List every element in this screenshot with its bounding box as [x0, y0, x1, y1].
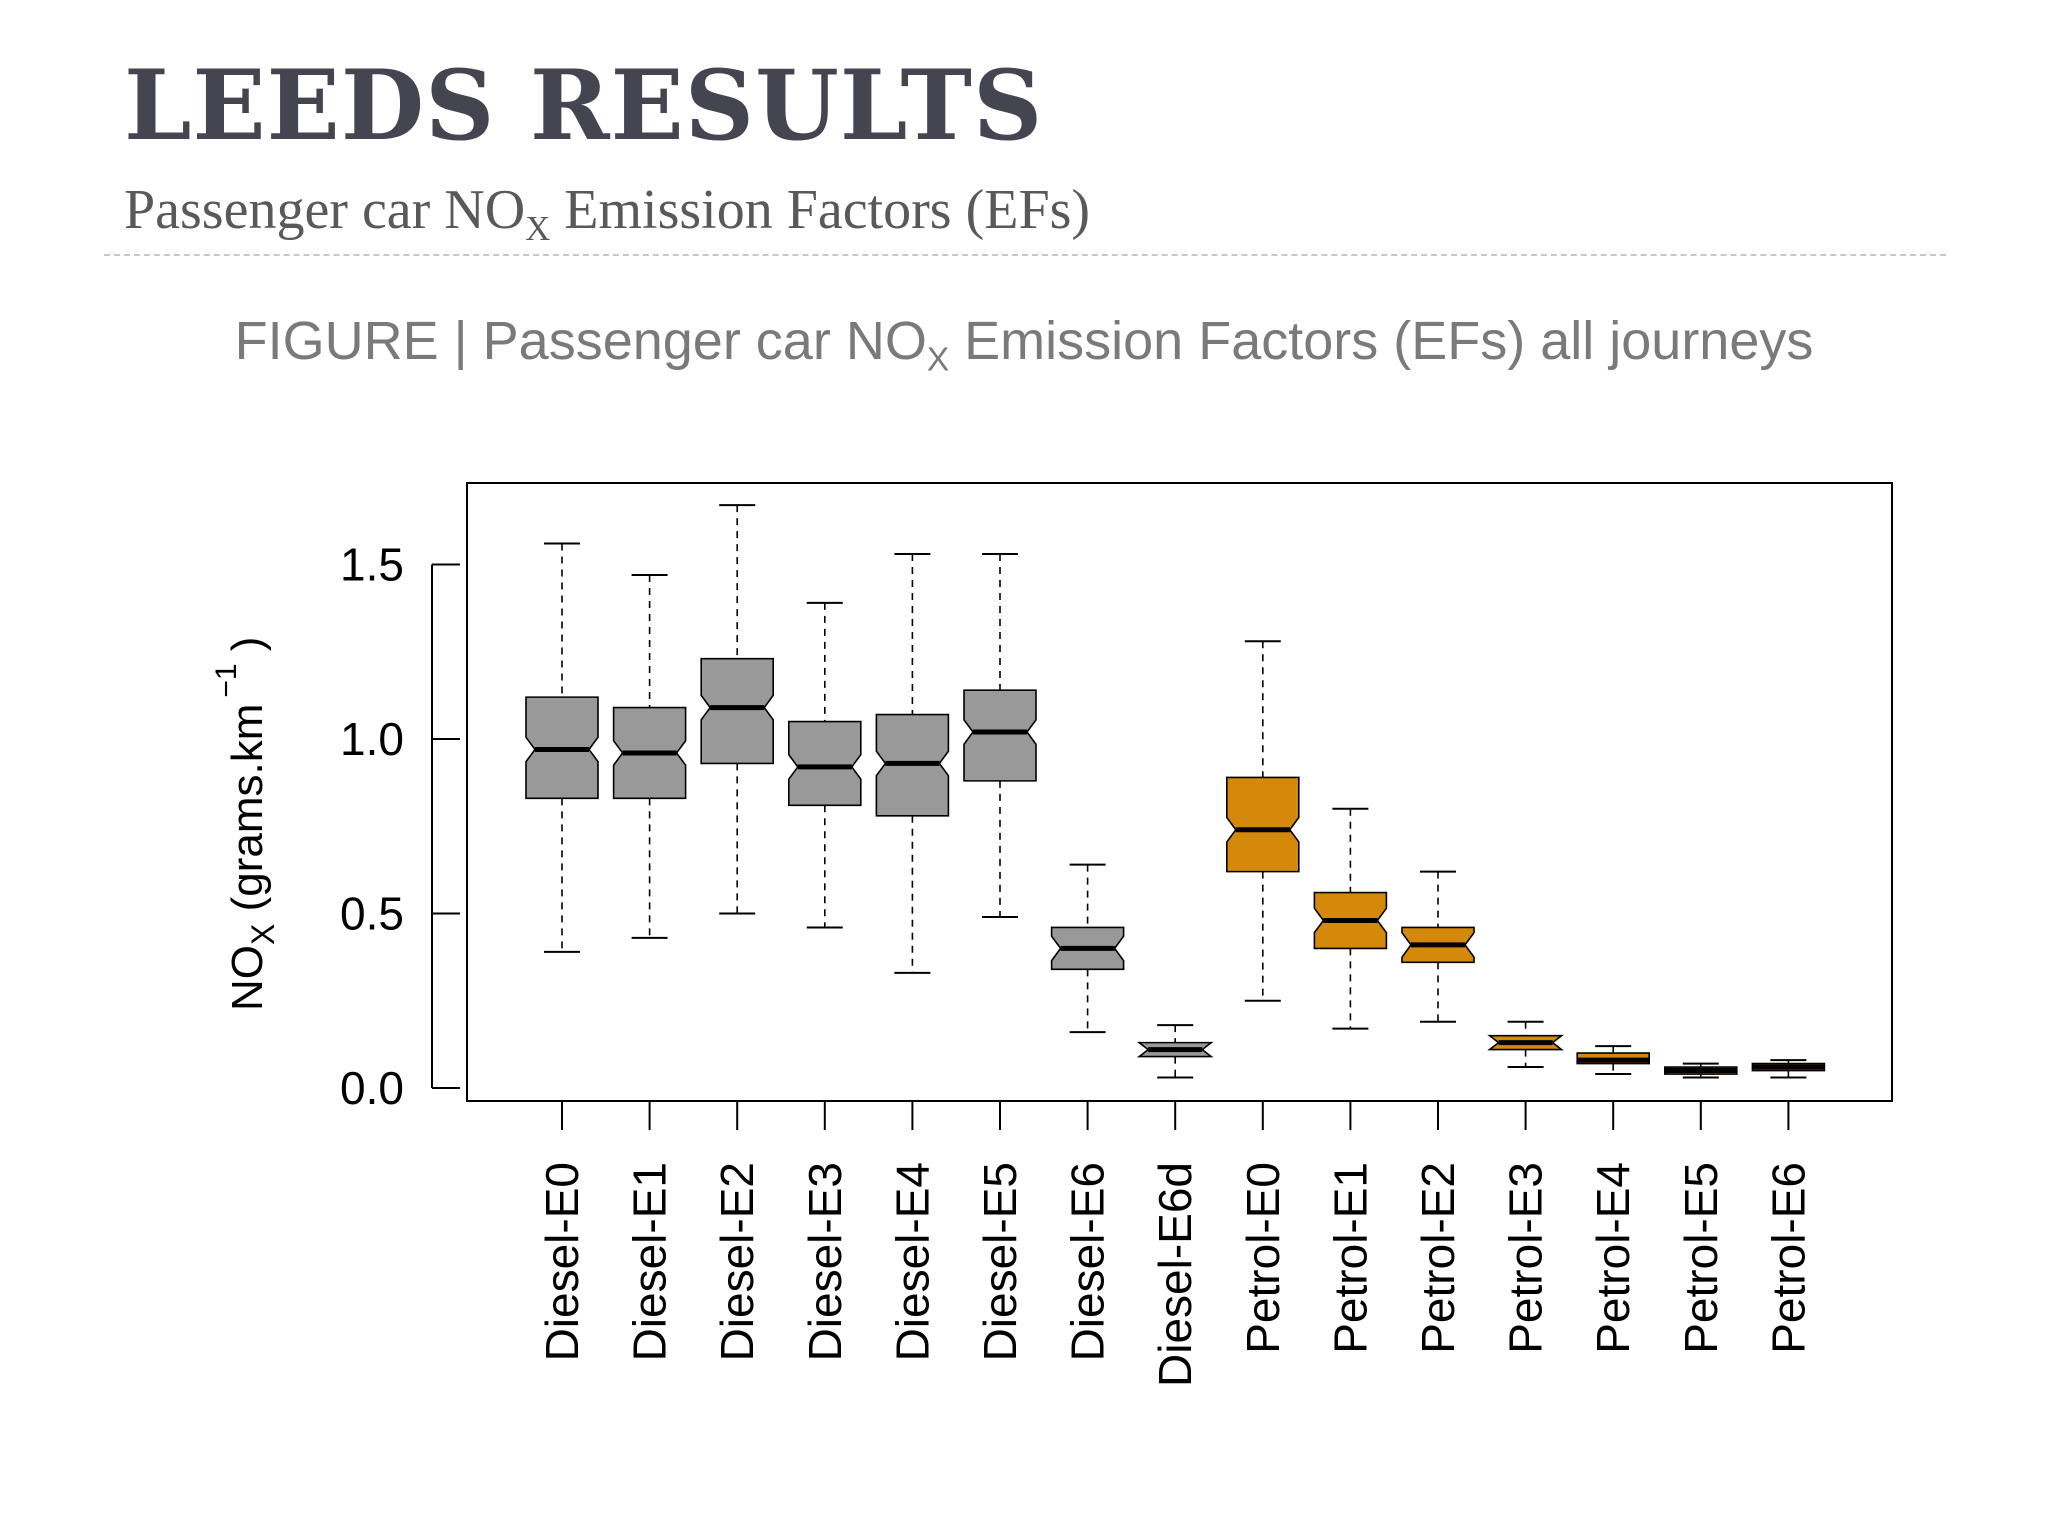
x-tick-label: Petrol-E3: [1500, 1162, 1552, 1354]
y-axis-label: NOX (grams.km −1 ): [210, 637, 281, 1011]
x-tick-label: Petrol-E2: [1412, 1162, 1464, 1354]
y-axis: 0.0 0.5 1.0 1.5: [340, 539, 460, 1114]
box-diesel-e6: [1050, 863, 1125, 1034]
box-petrol-e0: [1226, 640, 1300, 1002]
x-tick-label: Petrol-E1: [1324, 1162, 1376, 1354]
x-tick-label: Diesel-E5: [974, 1162, 1026, 1361]
figure-caption: FIGURE | Passenger car NOX Emission Fact…: [0, 314, 2048, 377]
x-tick-label: Diesel-E3: [799, 1162, 851, 1361]
x-tick-label: Petrol-E6: [1762, 1162, 1814, 1354]
slide-title: LEEDS RESULTS: [124, 49, 1044, 162]
boxes: [525, 504, 1826, 1079]
box-diesel-e3: [787, 601, 862, 929]
x-tick-label: Diesel-E6d: [1149, 1162, 1201, 1387]
y-label-close: ): [223, 637, 272, 664]
box-diesel-e1: [612, 573, 687, 939]
title-divider: [104, 254, 1946, 256]
caption-rest: Emission Factors (EFs) all journeys: [949, 311, 1814, 371]
box-petrol-e5: [1664, 1062, 1738, 1079]
caption-text: FIGURE | Passenger car NO: [234, 311, 927, 371]
iqr-box: [787, 720, 862, 807]
y-label-sub: X: [245, 924, 281, 945]
box-petrol-e2: [1401, 870, 1475, 1023]
x-tick-label: Diesel-E6: [1062, 1162, 1114, 1361]
box-petrol-e1: [1313, 807, 1388, 1030]
y-tick-label: 1.0: [340, 713, 404, 765]
x-tick-label: Diesel-E0: [536, 1162, 588, 1361]
y-label-main: NO: [223, 945, 272, 1011]
iqr-box: [700, 657, 775, 765]
box-diesel-e4: [875, 553, 950, 974]
box-diesel-e0: [525, 542, 599, 953]
x-tick-label: Petrol-E5: [1675, 1162, 1727, 1354]
iqr-box: [1226, 776, 1300, 873]
caption-subscript: X: [926, 341, 950, 379]
y-tick-label: 1.5: [340, 539, 404, 591]
x-tick-label: Diesel-E1: [624, 1162, 676, 1361]
iqr-box: [963, 689, 1037, 782]
y-tick-label: 0.0: [340, 1062, 404, 1114]
box-petrol-e3: [1487, 1020, 1564, 1069]
slide-subtitle: Passenger car NOX Emission Factors (EFs): [124, 182, 1090, 247]
box-petrol-e6: [1751, 1059, 1826, 1079]
box-diesel-e2: [700, 504, 775, 915]
subtitle-subscript: X: [525, 209, 551, 249]
x-axis: Diesel-E0 Diesel-E1 Diesel-E2 Diesel-E3 Dies…: [536, 1100, 1814, 1387]
box-diesel-e5: [963, 553, 1037, 918]
svg-text:NOX (grams.km−1 ): NOX (grams.km −1 ): [210, 637, 281, 1011]
box-petrol-e4: [1576, 1045, 1650, 1076]
subtitle-text: Passenger car NO: [124, 179, 526, 241]
x-tick-label: Petrol-E0: [1237, 1162, 1289, 1354]
x-tick-label: Diesel-E2: [711, 1162, 763, 1361]
subtitle-rest: Emission Factors (EFs): [550, 179, 1091, 241]
y-label-sup: −1: [210, 663, 243, 697]
x-tick-label: Petrol-E4: [1587, 1162, 1639, 1354]
x-tick-label: Diesel-E4: [886, 1162, 938, 1361]
y-tick-label: 0.5: [340, 888, 404, 940]
box-diesel-e6d: [1136, 1024, 1214, 1079]
y-label-rest: (grams.km: [223, 704, 272, 924]
